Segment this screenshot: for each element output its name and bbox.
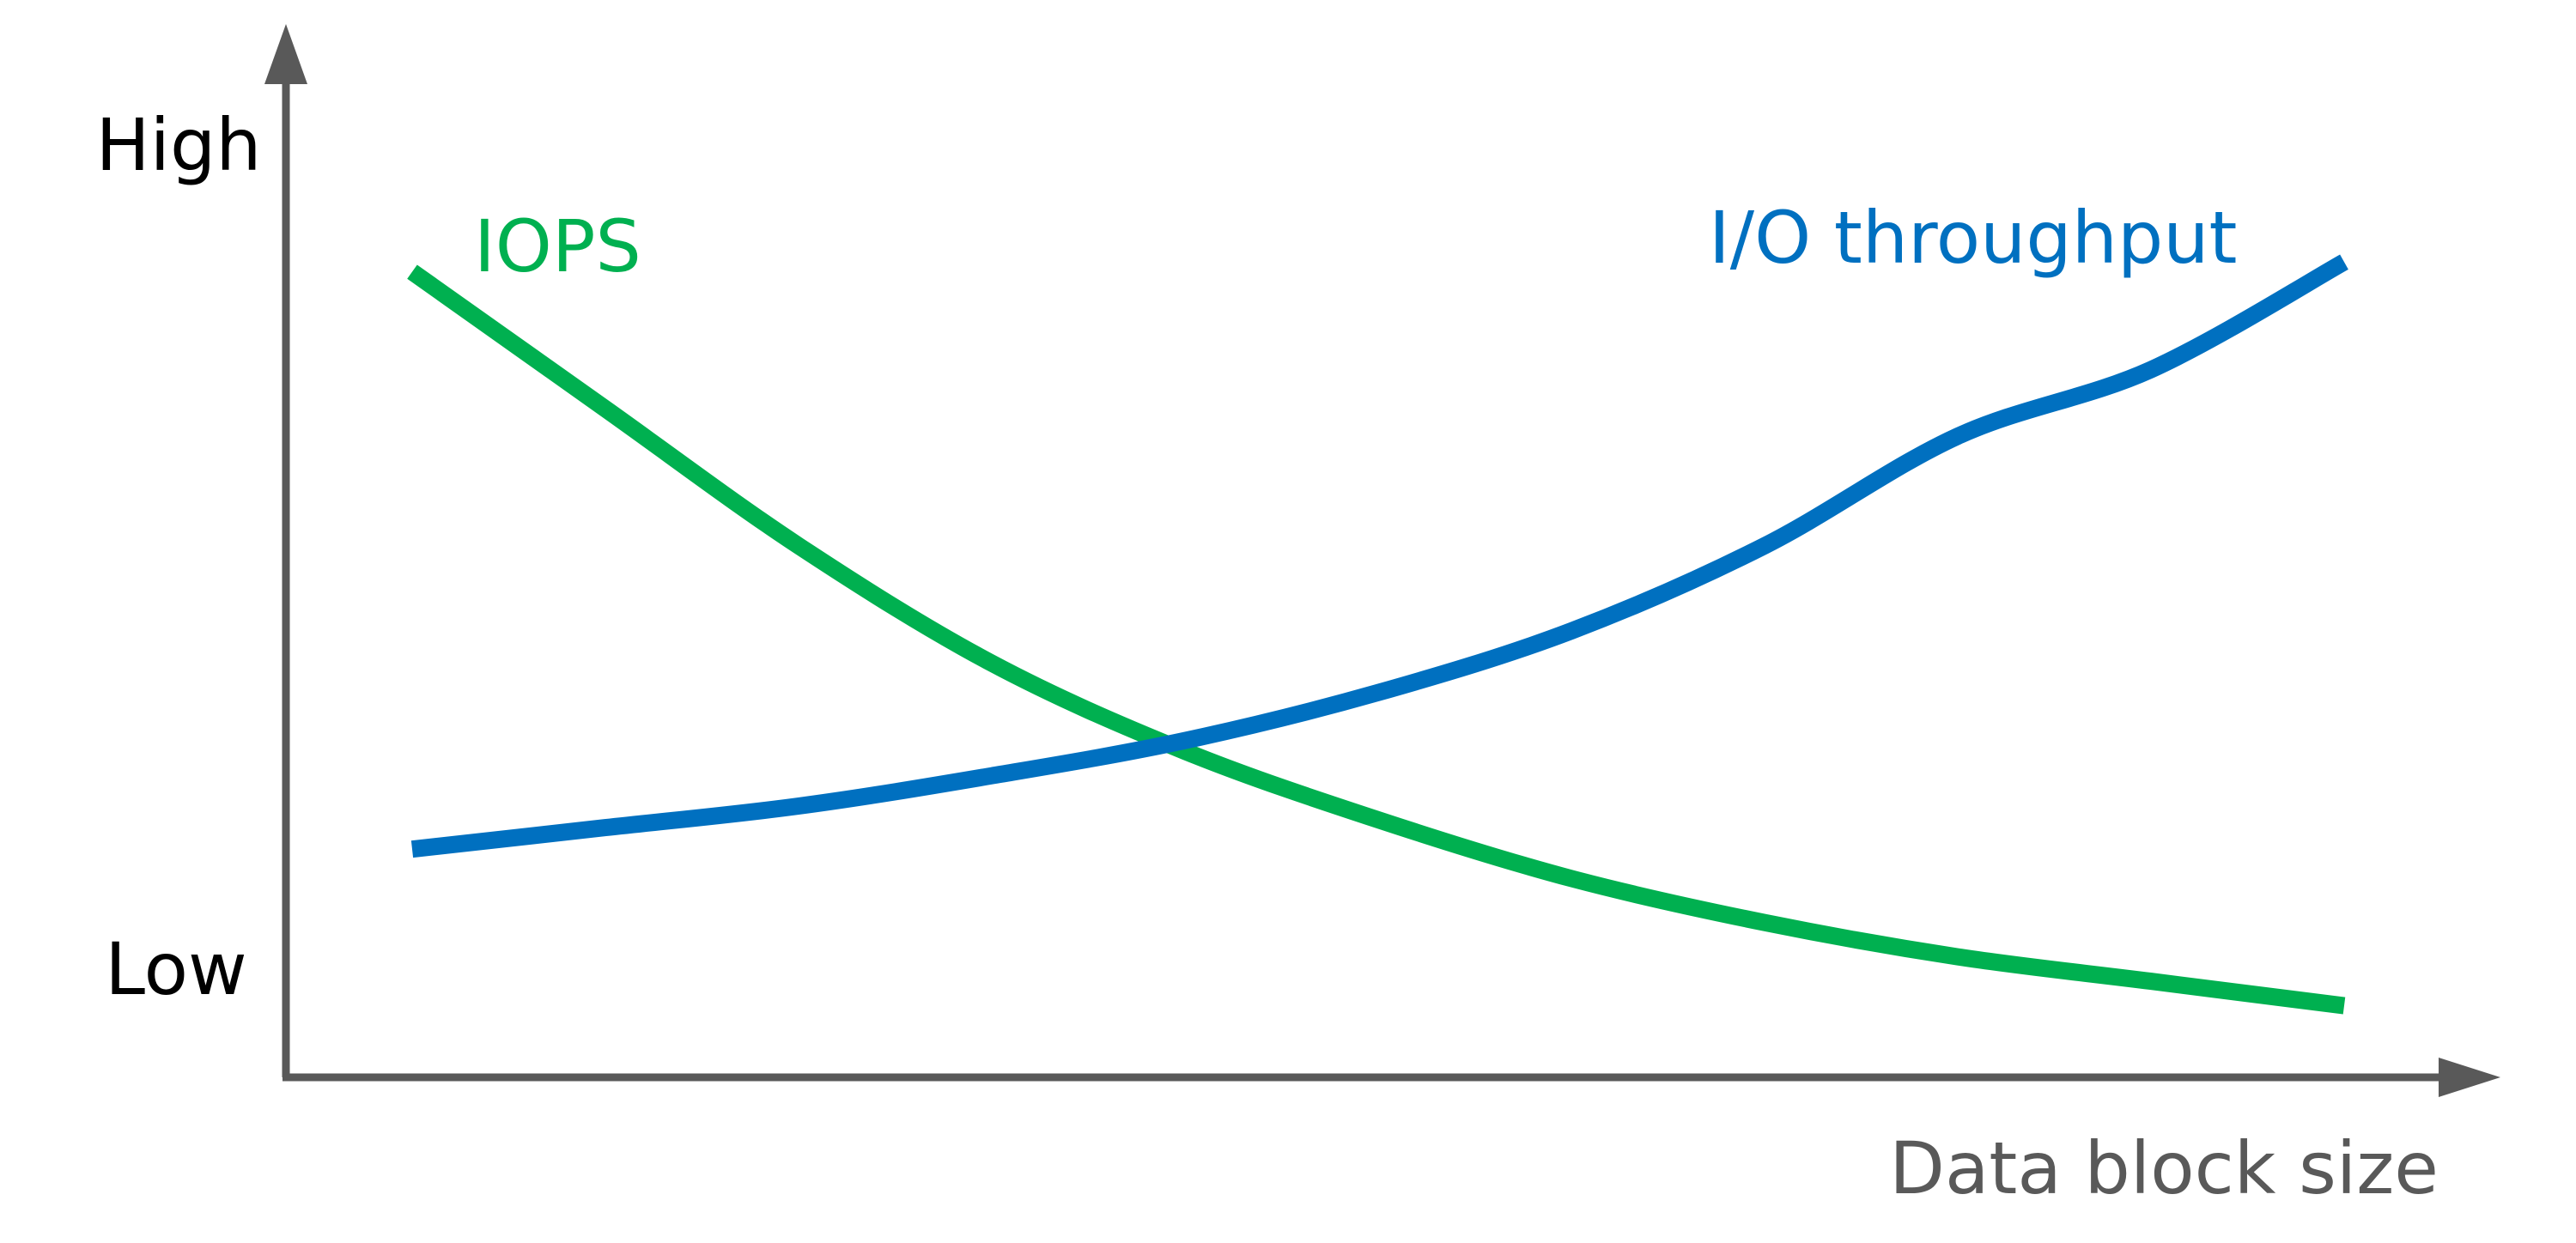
series-line-io-throughput — [410, 254, 2348, 858]
series-label-io-throughput: I/O throughput — [1709, 196, 2237, 280]
x-axis-arrow-icon — [2439, 1058, 2500, 1097]
series-line-iops — [407, 264, 2346, 1015]
y-axis-arrow-icon — [264, 24, 307, 84]
y-tick-label-low: Low — [105, 927, 246, 1011]
y-tick-label-high: High — [95, 103, 261, 187]
x-axis-label: Data block size — [1889, 1126, 2439, 1210]
series-label-iops: IOPS — [474, 204, 641, 288]
